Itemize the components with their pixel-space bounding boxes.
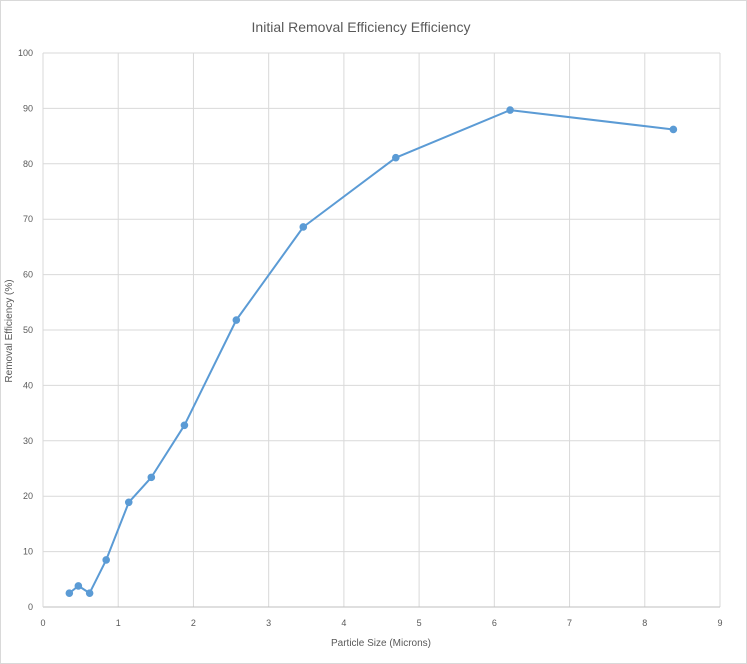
data-point <box>147 473 156 482</box>
y-tick-label: 90 <box>23 103 33 113</box>
x-tick-label: 6 <box>492 618 497 628</box>
data-point <box>65 589 74 597</box>
y-tick-label: 40 <box>23 380 33 390</box>
x-tick-label: 7 <box>567 618 572 628</box>
x-tick-label: 3 <box>266 618 271 628</box>
data-point <box>124 498 133 507</box>
data-point <box>74 582 83 590</box>
y-tick-label: 70 <box>23 214 33 224</box>
data-point <box>85 589 94 597</box>
data-point <box>232 316 241 324</box>
axes <box>42 53 720 608</box>
x-tick-label: 4 <box>341 618 346 628</box>
data-point <box>299 223 308 231</box>
y-tick-label: 80 <box>23 159 33 169</box>
data-series <box>65 106 678 597</box>
x-tick-label: 5 <box>417 618 422 628</box>
y-tick-label: 0 <box>28 602 33 612</box>
data-point <box>669 125 678 134</box>
x-tick-label: 2 <box>191 618 196 628</box>
y-tick-label: 20 <box>23 491 33 501</box>
data-point <box>506 106 514 114</box>
data-point <box>391 153 400 162</box>
chart-title: Initial Removal Efficiency Efficiency <box>252 19 471 35</box>
data-point <box>180 421 189 430</box>
series-line <box>68 109 674 595</box>
x-tick-label: 0 <box>40 618 45 628</box>
x-tick-label: 1 <box>116 618 121 628</box>
y-axis-label: Removal Efficiency (%) <box>4 279 15 382</box>
x-tick-label: 8 <box>642 618 647 628</box>
y-tick-label: 100 <box>18 48 33 58</box>
data-point <box>102 556 110 564</box>
y-tick-label: 30 <box>23 436 33 446</box>
y-tick-label: 60 <box>23 270 33 280</box>
y-tick-label: 10 <box>23 547 33 557</box>
x-axis-label: Particle Size (Microns) <box>331 638 431 649</box>
gridlines <box>43 52 721 607</box>
x-tick-label: 9 <box>717 618 722 628</box>
y-tick-label: 50 <box>23 325 33 335</box>
